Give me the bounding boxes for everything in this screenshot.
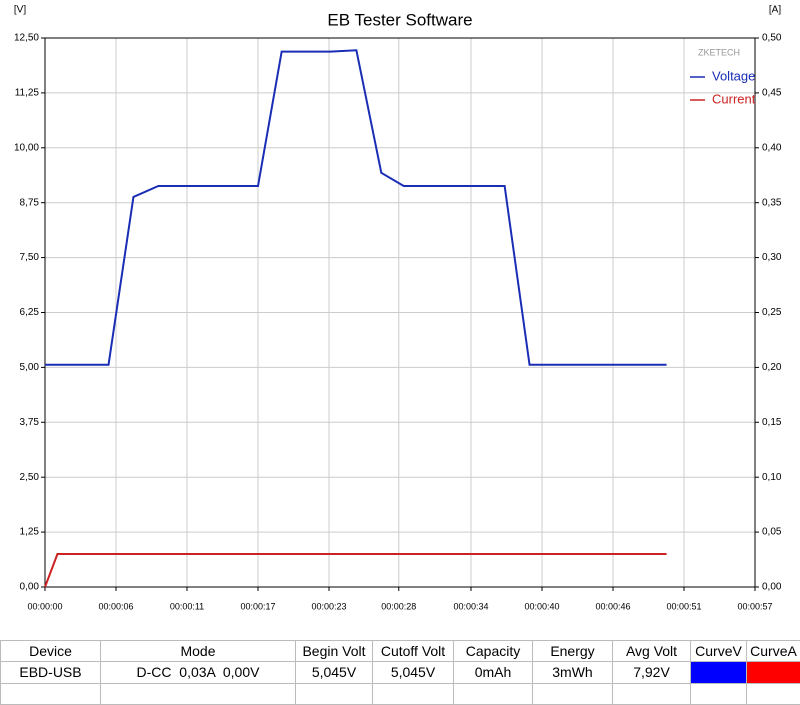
watermark: ZKETECH — [698, 47, 740, 57]
empty-cell — [612, 682, 691, 705]
y-tick-label: 12,50 — [14, 33, 39, 44]
header-cell: Mode — [100, 639, 296, 663]
series-line — [45, 49, 667, 366]
legend-label: Voltage — [712, 68, 755, 83]
empty-cell — [0, 682, 101, 705]
x-tick-label: 00:00:57 — [737, 601, 772, 611]
summary-table: Device Mode Begin Volt Cutoff Volt Capacity E… — [0, 639, 800, 705]
x-tick-label: 00:00:46 — [595, 601, 630, 611]
y2-tick-label: 0,30 — [762, 252, 782, 263]
empty-cell — [372, 682, 454, 705]
header-cell: Begin Volt — [295, 639, 373, 663]
data-cell: 3mWh — [532, 661, 613, 684]
empty-cell — [532, 682, 613, 705]
empty-cell — [295, 682, 373, 705]
y-tick-label: 7,50 — [20, 252, 40, 263]
empty-cell — [690, 682, 747, 705]
y2-tick-label: 0,20 — [762, 362, 782, 373]
header-cell: Device — [0, 639, 101, 663]
header-row: Device Mode Begin Volt Cutoff Volt Capacity E… — [0, 639, 800, 663]
empty-row — [0, 682, 800, 705]
y-tick-label: 6,25 — [20, 307, 40, 318]
series-line — [44, 553, 667, 588]
y-tick-label: 8,75 — [20, 197, 40, 208]
y2-tick-label: 0,15 — [762, 417, 782, 428]
header-cell: CurveA — [746, 639, 800, 663]
data-cell: EBD-USB — [0, 661, 101, 684]
y2-tick-label: 0,05 — [762, 527, 782, 538]
header-cell: Capacity — [453, 639, 533, 663]
data-cell: 5,045V — [372, 661, 454, 684]
header-cell: CurveV — [690, 639, 747, 663]
y-tick-label: 11,25 — [15, 88, 40, 99]
x-tick-label: 00:00:23 — [311, 601, 346, 611]
x-tick-label: 00:00:00 — [27, 601, 62, 611]
empty-cell — [100, 682, 296, 705]
chart-title: EB Tester Software — [327, 10, 472, 29]
y-tick-label: 2,50 — [20, 472, 40, 483]
y-tick-label: 0,00 — [20, 582, 40, 593]
y2-axis-label: [A] — [769, 5, 781, 16]
data-cell: 0mAh — [453, 661, 533, 684]
plot-frame — [44, 37, 756, 588]
header-cell: Cutoff Volt — [372, 639, 454, 663]
y2-tick-label: 0,25 — [762, 307, 782, 318]
curve-color-cell — [746, 661, 800, 684]
x-tick-label: 00:00:06 — [98, 601, 133, 611]
header-cell: Energy — [532, 639, 613, 663]
x-tick-label: 00:00:17 — [240, 601, 275, 611]
chart-bg — [0, 0, 800, 640]
x-tick-label: 00:00:34 — [453, 601, 488, 611]
header-cell: Avg Volt — [612, 639, 691, 663]
x-tick-label: 00:00:51 — [666, 601, 701, 611]
y-tick-label: 5,00 — [20, 362, 40, 373]
data-row: EBD-USB D-CC 0,03A 0,00V 5,045V 5,045V 0mAh 3… — [0, 661, 800, 684]
curve-color-cell — [690, 661, 747, 684]
x-tick-label: 00:00:11 — [170, 601, 204, 611]
x-tick-label: 00:00:28 — [381, 601, 416, 611]
y2-tick-label: 0,00 — [762, 582, 782, 593]
chart: EB Tester Software [V] [A] ZKETECH 0,00 1… — [0, 0, 800, 640]
y-tick-label: 3,75 — [20, 417, 40, 428]
data-cell: 7,92V — [612, 661, 691, 684]
y2-tick-label: 0,50 — [762, 33, 782, 44]
empty-cell — [746, 682, 800, 705]
legend-label: Current — [712, 91, 756, 106]
y2-tick-label: 0,45 — [762, 88, 782, 99]
y-tick-label: 1,25 — [20, 527, 40, 538]
x-tick-label: 00:00:40 — [524, 601, 559, 611]
y2-tick-label: 0,35 — [762, 197, 782, 208]
data-cell: D-CC 0,03A 0,00V — [100, 661, 296, 684]
empty-cell — [453, 682, 533, 705]
y-tick-label: 10,00 — [14, 142, 39, 153]
y2-tick-label: 0,10 — [762, 472, 782, 483]
y2-tick-label: 0,40 — [762, 142, 782, 153]
y-axis-label: [V] — [14, 5, 26, 16]
data-cell: 5,045V — [295, 661, 373, 684]
